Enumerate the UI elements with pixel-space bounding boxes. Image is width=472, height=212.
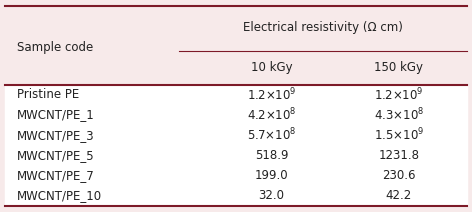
Bar [5,85,467,206]
Text: 4.3×10$^{8}$: 4.3×10$^{8}$ [374,107,424,123]
Text: 1231.8: 1231.8 [379,149,419,162]
Text: MWCNT/PE_1: MWCNT/PE_1 [17,109,94,121]
Text: Electrical resistivity (Ω cm): Electrical resistivity (Ω cm) [244,21,403,34]
Text: 518.9: 518.9 [255,149,288,162]
Text: 32.0: 32.0 [258,189,285,202]
Text: 150 kGy: 150 kGy [374,61,423,74]
Text: MWCNT/PE_10: MWCNT/PE_10 [17,189,101,202]
Text: 1.5×10$^{9}$: 1.5×10$^{9}$ [374,127,424,144]
Text: 42.2: 42.2 [386,189,412,202]
Text: MWCNT/PE_7: MWCNT/PE_7 [17,169,94,182]
Text: 1.2×10$^{9}$: 1.2×10$^{9}$ [246,86,296,103]
Text: Pristine PE: Pristine PE [17,88,79,101]
Bar [5,6,467,85]
Text: 10 kGy: 10 kGy [251,61,292,74]
Text: 5.7×10$^{8}$: 5.7×10$^{8}$ [247,127,296,144]
Text: 230.6: 230.6 [382,169,415,182]
Text: MWCNT/PE_3: MWCNT/PE_3 [17,129,94,142]
Text: 4.2×10$^{8}$: 4.2×10$^{8}$ [246,107,296,123]
Text: MWCNT/PE_5: MWCNT/PE_5 [17,149,94,162]
Text: Sample code: Sample code [17,41,93,54]
Text: 199.0: 199.0 [254,169,288,182]
Text: 1.2×10$^{9}$: 1.2×10$^{9}$ [374,86,424,103]
